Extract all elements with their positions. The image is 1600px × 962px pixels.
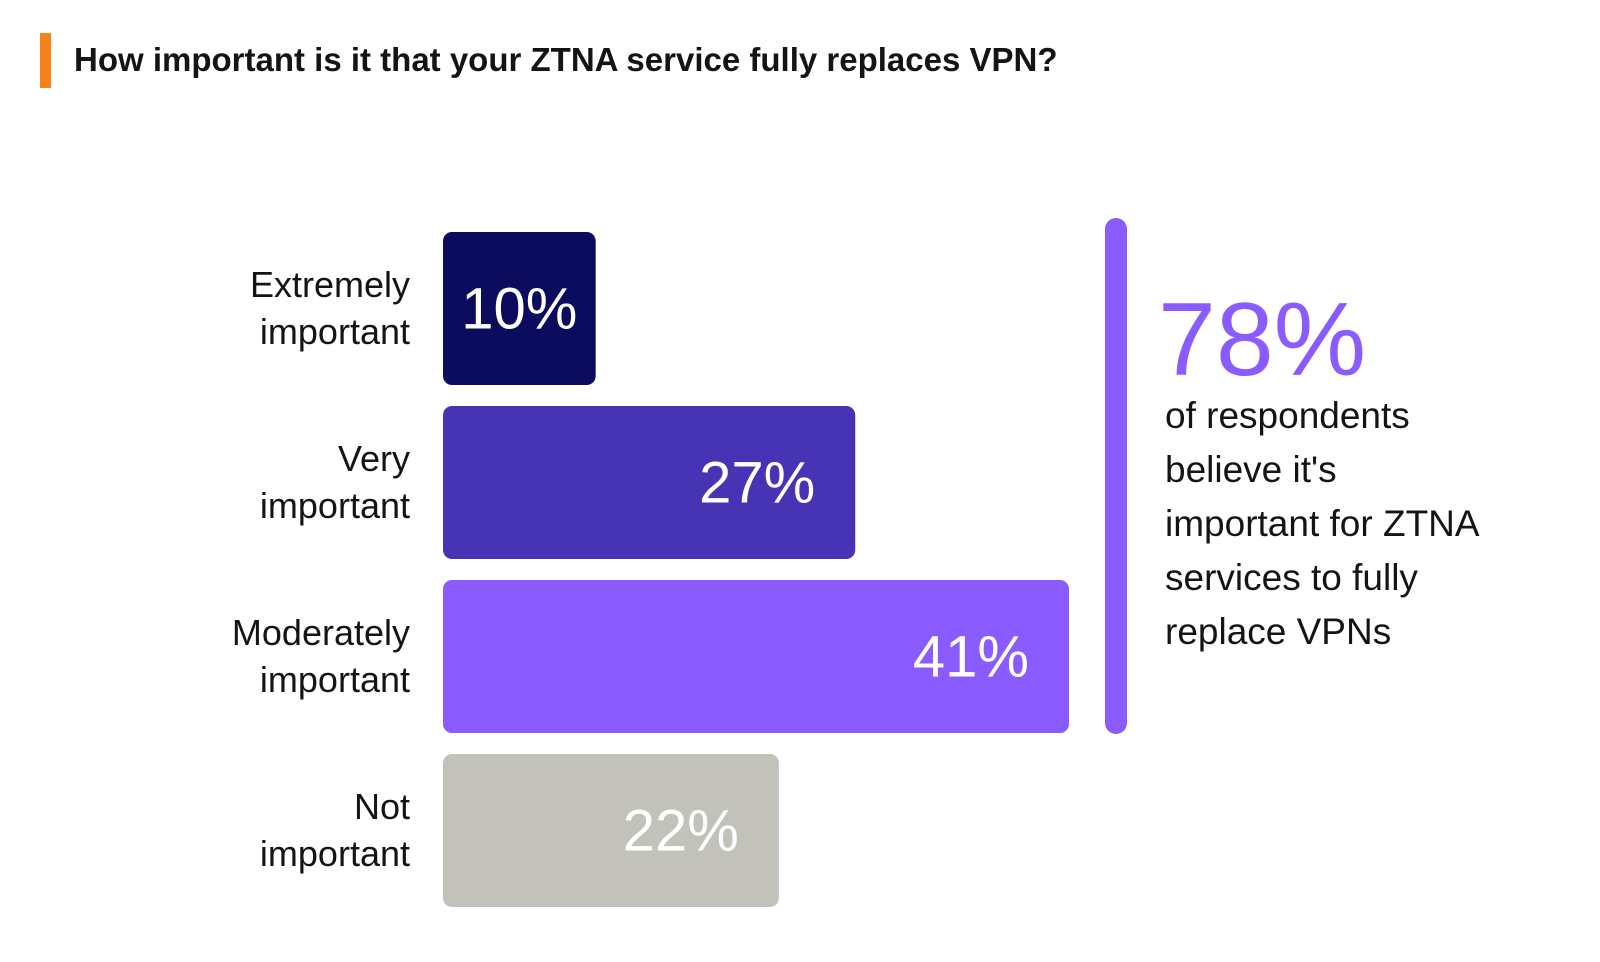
value-label-1: 27% xyxy=(699,451,815,516)
category-label-0-line-1: important xyxy=(260,311,410,352)
callout-line: of respondents xyxy=(1165,395,1410,436)
callout-value: 78% xyxy=(1158,282,1367,398)
value-label-2: 41% xyxy=(913,625,1029,690)
bar-0 xyxy=(443,232,596,385)
category-label-1-line-1: important xyxy=(260,485,410,526)
category-label-0-line-0: Extremely xyxy=(250,264,410,305)
category-label-2-line-0: Moderately xyxy=(232,612,410,653)
category-label-3-line-1: important xyxy=(260,833,410,874)
bar-2 xyxy=(443,580,1069,733)
value-label-3: 22% xyxy=(623,799,739,864)
callout-accent-bar xyxy=(1105,218,1127,734)
callout-line: important for ZTNA xyxy=(1165,503,1480,544)
callout-text: of respondents believe it's important fo… xyxy=(1165,389,1585,659)
category-label-3-line-0: Not xyxy=(354,786,410,827)
bar-3 xyxy=(443,754,779,907)
callout-line: services to fully xyxy=(1165,557,1418,598)
callout-line: believe it's xyxy=(1165,449,1337,490)
chart-title: How important is it that your ZTNA servi… xyxy=(74,41,1058,78)
category-label-2-line-1: important xyxy=(260,659,410,700)
category-label-1-line-0: Very xyxy=(338,438,410,479)
value-label-0: 10% xyxy=(461,277,577,342)
bar-1 xyxy=(443,406,856,559)
callout-line: replace VPNs xyxy=(1165,611,1392,652)
title-accent-bar xyxy=(40,33,51,88)
